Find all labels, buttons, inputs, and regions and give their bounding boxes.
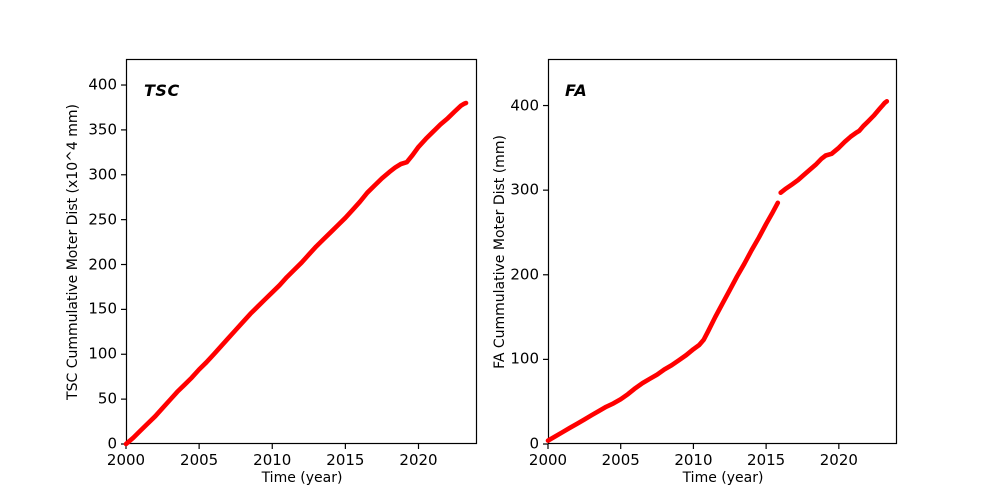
x-tick-label: 2015	[747, 451, 786, 469]
y-tick-label: 100	[88, 344, 117, 363]
tsc-axes-svg	[121, 58, 478, 449]
y-tick-label: 350	[88, 120, 117, 139]
y-tick-label: 50	[97, 389, 117, 408]
x-tick-label: 2020	[399, 451, 438, 469]
y-tick-label: 0	[107, 434, 117, 453]
tsc-annotation: TSC	[144, 81, 180, 100]
fa-plot: FA Time (year) FA Cummulative Moter Dist…	[492, 58, 898, 485]
y-tick-label: 250	[88, 210, 117, 229]
y-tick-label: 300	[510, 180, 539, 199]
axes-spines	[125, 58, 478, 445]
axes-spines	[547, 58, 898, 445]
y-tick-label: 400	[88, 75, 117, 94]
x-tick-label: 2010	[674, 451, 713, 469]
fa-xaxis-label: Time (year)	[682, 470, 764, 486]
x-tick-label: 2000	[106, 451, 146, 469]
tsc-data-line	[123, 100, 469, 447]
fa-data-line	[545, 200, 781, 443]
x-tick-label: 2005	[601, 451, 640, 469]
y-tick-label: 400	[510, 96, 539, 115]
x-tick-label: 2015	[326, 451, 365, 469]
fa-axes-svg	[543, 58, 898, 449]
x-tick-label: 2005	[180, 451, 219, 469]
y-tick-label: 0	[529, 434, 539, 453]
x-tick-label: 2020	[819, 451, 858, 469]
tsc-yaxis-label: TSC Cummulative Moter Dist (x10^4 mm)	[65, 104, 81, 400]
y-tick-label: 100	[510, 349, 539, 368]
y-tick-label: 200	[510, 265, 539, 284]
y-tick-label: 300	[88, 165, 117, 184]
fa-annotation: FA	[565, 81, 588, 100]
tsc-plot: TSC Time (year) TSC Cummulative Moter Di…	[65, 58, 478, 485]
fa-yaxis-label: FA Cummulative Moter Dist (mm)	[492, 135, 508, 369]
y-tick-label: 200	[88, 255, 117, 273]
y-tick-label: 150	[88, 299, 117, 318]
x-tick-label: 2010	[253, 451, 292, 469]
fa-data-line	[778, 98, 890, 195]
tsc-xaxis-label: Time (year)	[261, 470, 343, 486]
x-tick-label: 2000	[528, 451, 568, 469]
